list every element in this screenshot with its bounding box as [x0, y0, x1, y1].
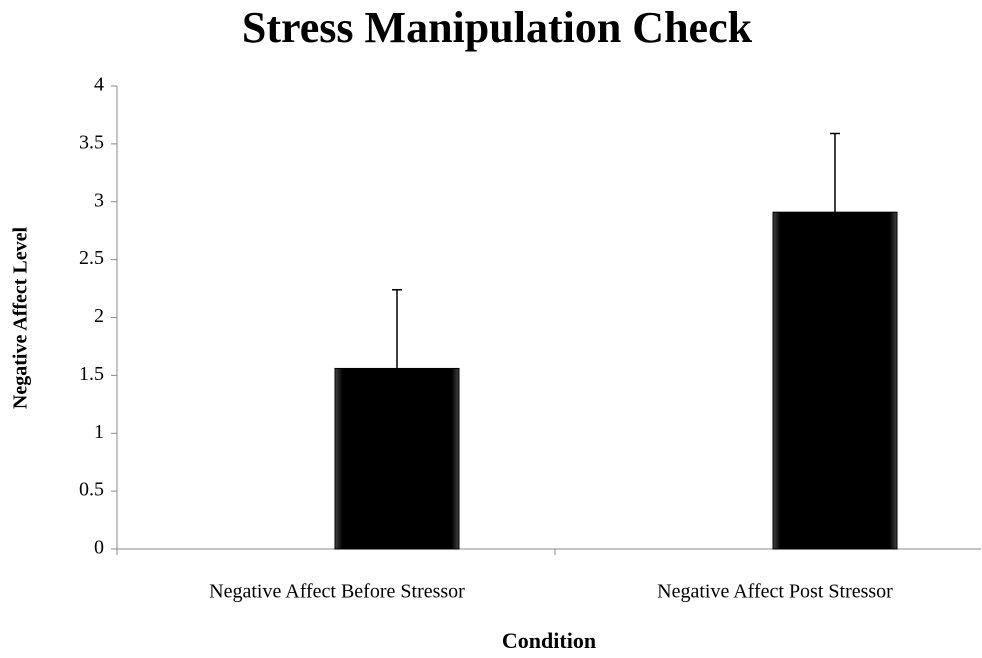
y-tick-label: 0.5	[79, 479, 104, 501]
x-tick-label: Negative Affect Before Stressor	[209, 581, 465, 603]
y-tick-label: 4	[94, 74, 104, 96]
error-bar	[392, 288, 402, 448]
y-tick-label: 2.5	[79, 247, 104, 269]
x-axis-label: Condition	[502, 628, 596, 653]
x-tick-label: Negative Affect Post Stressor	[657, 581, 893, 603]
chart-title: Stress Manipulation Check	[242, 3, 753, 52]
y-tick-label: 3.5	[79, 131, 104, 153]
y-axis-label: Negative Affect Level	[10, 226, 32, 409]
y-tick-label: 1.5	[79, 363, 104, 385]
y-tick-label: 1	[94, 421, 104, 443]
y-tick-label: 2	[94, 305, 104, 327]
y-tick-label: 0	[94, 537, 104, 559]
error-bar	[830, 132, 840, 291]
y-tick-label: 3	[94, 189, 104, 211]
